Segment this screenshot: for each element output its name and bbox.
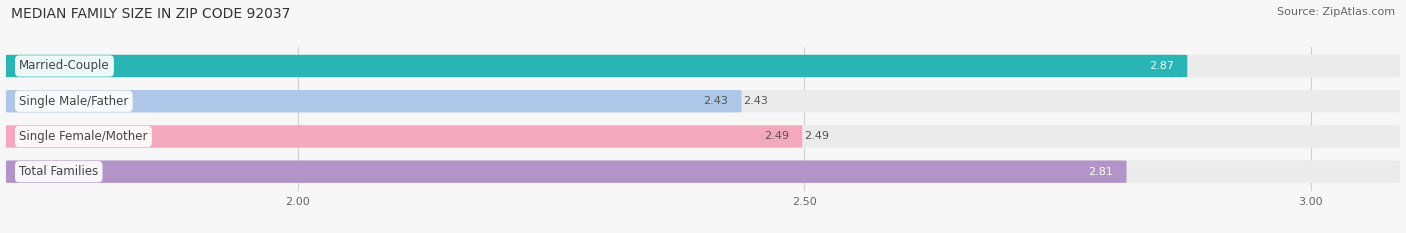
- FancyBboxPatch shape: [6, 125, 803, 148]
- FancyBboxPatch shape: [6, 55, 1187, 77]
- Text: MEDIAN FAMILY SIZE IN ZIP CODE 92037: MEDIAN FAMILY SIZE IN ZIP CODE 92037: [11, 7, 291, 21]
- Text: 2.49: 2.49: [804, 131, 830, 141]
- FancyBboxPatch shape: [6, 90, 741, 112]
- Text: Single Male/Father: Single Male/Father: [20, 95, 128, 108]
- Text: 2.81: 2.81: [1088, 167, 1114, 177]
- Text: 2.49: 2.49: [763, 131, 789, 141]
- Text: 2.43: 2.43: [703, 96, 728, 106]
- Text: Total Families: Total Families: [20, 165, 98, 178]
- FancyBboxPatch shape: [6, 161, 1126, 183]
- FancyBboxPatch shape: [6, 161, 1400, 183]
- Text: Source: ZipAtlas.com: Source: ZipAtlas.com: [1277, 7, 1395, 17]
- Text: 2.43: 2.43: [744, 96, 769, 106]
- Text: Married-Couple: Married-Couple: [20, 59, 110, 72]
- Text: Single Female/Mother: Single Female/Mother: [20, 130, 148, 143]
- FancyBboxPatch shape: [6, 90, 1400, 112]
- Text: 2.87: 2.87: [1149, 61, 1174, 71]
- FancyBboxPatch shape: [6, 125, 1400, 148]
- FancyBboxPatch shape: [6, 55, 1400, 77]
